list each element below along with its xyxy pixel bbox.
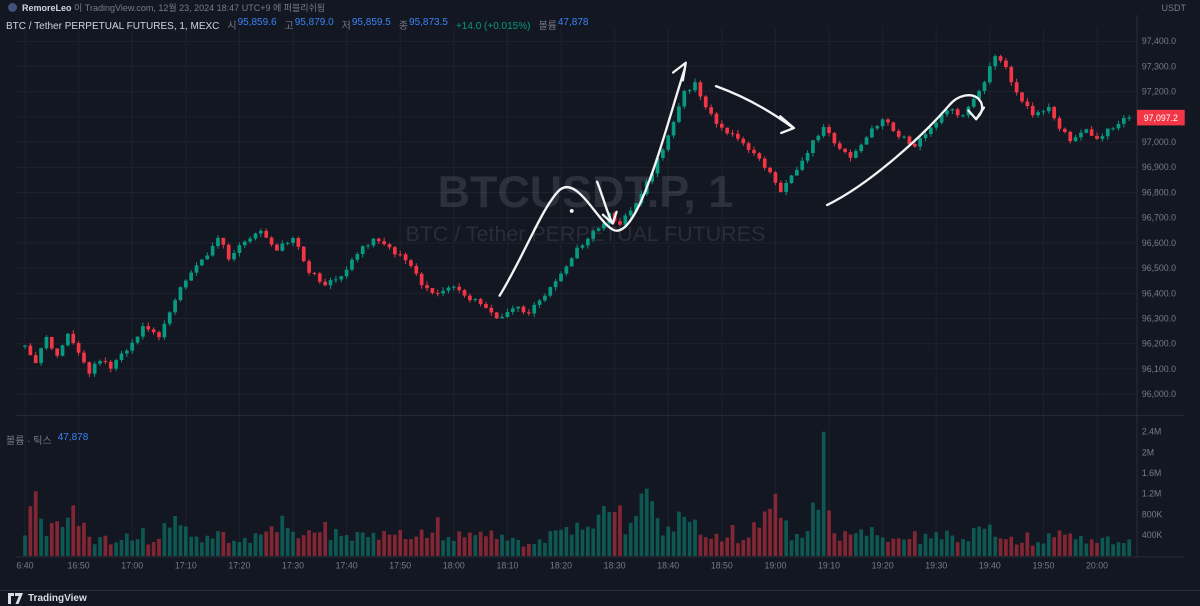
svg-text:18:50: 18:50 [711,561,733,571]
svg-text:96,400.0: 96,400.0 [1142,288,1176,298]
svg-text:97,300.0: 97,300.0 [1142,61,1176,71]
hand-drawn-annotations[interactable] [498,61,986,297]
svg-text:97,200.0: 97,200.0 [1142,87,1176,97]
svg-text:BTC / Tether PERPETUAL FUTURES: BTC / Tether PERPETUAL FUTURES [405,222,765,246]
svg-text:18:00: 18:00 [443,561,465,571]
svg-text:18:40: 18:40 [657,561,679,571]
svg-text:17:30: 17:30 [282,561,304,571]
svg-text:19:30: 19:30 [925,561,947,571]
svg-text:97,097.2: 97,097.2 [1144,113,1178,123]
svg-text:6:40: 6:40 [16,561,33,571]
footer-bar: TradingView [0,590,1200,606]
currency-label: USDT [1161,2,1187,13]
svg-text:96,800.0: 96,800.0 [1142,187,1176,197]
svg-text:17:10: 17:10 [175,561,197,571]
publish-bar: RemoreLeo 이 TradingView.com, 12월 23, 202… [0,0,1200,15]
svg-text:16:50: 16:50 [68,561,90,571]
svg-text:1.6M: 1.6M [1142,468,1162,478]
svg-text:20:00: 20:00 [1086,561,1108,571]
price-chart[interactable]: BTCUSDT.P, 1 BTC / Tether PERPETUAL FUTU… [0,15,1200,590]
svg-text:400K: 400K [1142,530,1163,540]
grid-layer [15,27,1137,556]
svg-text:97,000.0: 97,000.0 [1142,137,1176,147]
svg-text:2M: 2M [1142,447,1154,457]
svg-text:BTCUSDT.P, 1: BTCUSDT.P, 1 [438,166,734,217]
chart-region[interactable]: BTCUSDT.P, 1 BTC / Tether PERPETUAL FUTU… [0,15,1200,590]
publish-info: 이 TradingView.com, 12월 23, 2024 18:47 UT… [74,3,326,13]
svg-text:19:40: 19:40 [979,561,1001,571]
svg-text:96,100.0: 96,100.0 [1142,364,1176,374]
watermark: BTCUSDT.P, 1 BTC / Tether PERPETUAL FUTU… [405,166,765,246]
axis-labels[interactable]: 97,400.097,300.097,200.097,100.097,000.0… [16,36,1176,570]
tradingview-logo-icon[interactable] [8,593,23,604]
brand-name[interactable]: TradingView [28,593,87,604]
svg-text:19:20: 19:20 [872,561,894,571]
svg-text:19:50: 19:50 [1032,561,1054,571]
svg-text:18:20: 18:20 [550,561,572,571]
current-price-badge: 97,097.2 [1136,109,1185,126]
svg-text:19:00: 19:00 [764,561,786,571]
user-avatar[interactable] [8,3,17,12]
svg-text:1.2M: 1.2M [1142,489,1162,499]
volume-bars-layer [23,431,1132,556]
publish-text: RemoreLeo 이 TradingView.com, 12월 23, 202… [22,1,325,14]
svg-text:17:20: 17:20 [228,561,250,571]
svg-text:17:50: 17:50 [389,561,411,571]
svg-text:96,700.0: 96,700.0 [1142,213,1176,223]
svg-text:800K: 800K [1142,509,1163,519]
svg-text:96,000.0: 96,000.0 [1142,389,1176,399]
svg-text:96,200.0: 96,200.0 [1142,339,1176,349]
svg-text:96,500.0: 96,500.0 [1142,263,1176,273]
svg-text:96,900.0: 96,900.0 [1142,162,1176,172]
svg-text:17:40: 17:40 [336,561,358,571]
svg-text:96,600.0: 96,600.0 [1142,238,1176,248]
svg-text:19:10: 19:10 [818,561,840,571]
svg-text:97,400.0: 97,400.0 [1142,36,1176,46]
user-name[interactable]: RemoreLeo [22,3,72,13]
svg-text:2.4M: 2.4M [1142,427,1162,437]
svg-text:18:10: 18:10 [496,561,518,571]
svg-text:17:00: 17:00 [121,561,143,571]
svg-text:96,300.0: 96,300.0 [1142,313,1176,323]
svg-text:18:30: 18:30 [604,561,626,571]
